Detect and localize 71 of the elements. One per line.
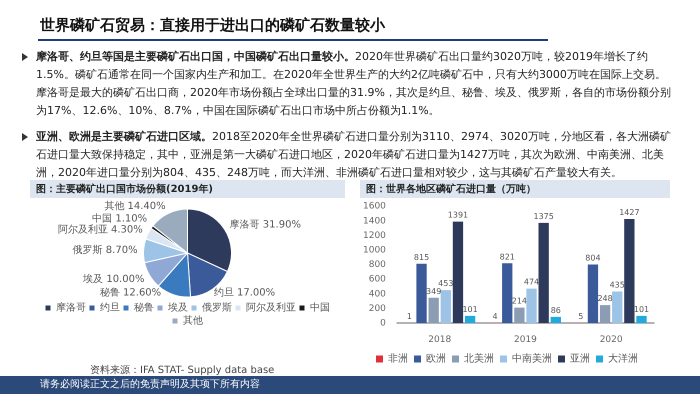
y-tick-label: 200 [368, 304, 386, 314]
bar [624, 219, 635, 324]
bar [550, 316, 561, 324]
category-label: 阿尔及利亚 4.30% [58, 224, 143, 236]
bar [440, 290, 451, 324]
data-label: 248 [597, 294, 613, 304]
category-label: 埃及 10.00% [83, 274, 144, 286]
y-tick-label: 800 [368, 260, 386, 270]
bar [636, 316, 647, 324]
data-label: 4 [492, 312, 498, 321]
bar [428, 298, 439, 324]
text: 请务必阅读正文之后的免责声明及其项下所有内容 [0, 376, 700, 394]
data-label: 5 [578, 312, 584, 321]
legend-label: 阿尔及利亚 [246, 302, 296, 314]
category-label: 约旦 17.00% [214, 288, 276, 299]
legend-label: 秘鲁 [134, 302, 154, 314]
legend-label: 其他 [183, 314, 203, 327]
y-tick-label: 1200 [363, 230, 386, 241]
data-label: 804 [585, 254, 601, 263]
data-label: 101 [634, 304, 650, 314]
bar [588, 264, 598, 324]
legend-label: 亚洲 [570, 352, 590, 365]
legend-label: 大洋洲 [608, 352, 638, 365]
legend-label: 北美洲 [464, 352, 494, 365]
text: 亚洲、欧洲是主要磷矿石进口区域。 [36, 130, 212, 143]
bar [416, 264, 427, 324]
x-tick-label: 2019 [514, 334, 538, 345]
legend-label: 埃及 [167, 302, 188, 314]
bar [526, 288, 537, 324]
bar [464, 316, 476, 324]
data-label: 815 [414, 252, 430, 262]
bar [600, 305, 610, 324]
legend-label: 约旦 [100, 302, 120, 314]
data-label: 1375 [533, 212, 554, 221]
data-label: 1 [406, 312, 412, 322]
category-label: 摩洛哥 31.90% [230, 220, 301, 231]
bar [538, 222, 549, 324]
legend-label: 中国 [310, 302, 330, 314]
data-label: 101 [462, 304, 478, 314]
data-label: 86 [550, 306, 561, 315]
y-tick-label: 400 [368, 289, 386, 300]
category-label: 秘鲁 12.60% [100, 288, 162, 299]
legend-label: 俄罗斯 [202, 302, 232, 314]
y-tick-label: 1600 [363, 202, 386, 212]
bar [514, 308, 525, 324]
category-label: 中国 1.10% [92, 213, 148, 224]
y-tick-label: 0 [380, 318, 386, 329]
legend-label: 摩洛哥 [56, 302, 86, 314]
data-label: 349 [426, 286, 442, 296]
y-tick-label: 1400 [363, 216, 386, 226]
data-label: 1427 [619, 208, 640, 218]
x-tick-label: 2020 [600, 334, 623, 345]
legend-label: 欧洲 [426, 352, 446, 365]
data-label: 453 [438, 279, 454, 288]
bar [502, 263, 512, 324]
text: 摩洛哥、约旦等国是主要磷矿石出口国，中国磷矿石出口量较小。 [36, 50, 355, 63]
y-tick-label: 1000 [363, 246, 386, 256]
bar [612, 291, 622, 324]
x-tick-label: 2018 [428, 334, 452, 345]
data-label: 1391 [448, 210, 468, 220]
legend-label: 中南美洲 [512, 352, 552, 365]
category-label: 其他 14.40% [104, 200, 166, 212]
legend-label: 非洲 [388, 352, 408, 365]
bar [452, 222, 464, 324]
data-label: 821 [500, 252, 515, 262]
category-label: 俄罗斯 8.70% [72, 244, 138, 256]
y-tick-label: 600 [368, 274, 386, 285]
text: 世界磷矿石贸易：直接用于进出口的磷矿石数量较小 [40, 16, 385, 35]
chart-title: 图：世界各地区磷矿石进口量（万吨） [360, 180, 670, 198]
text: 资料来源：IFA STAT- Supply data base [90, 364, 276, 377]
chart-title: 图：主要磷矿出口国市场份额(2019年) [30, 180, 345, 198]
